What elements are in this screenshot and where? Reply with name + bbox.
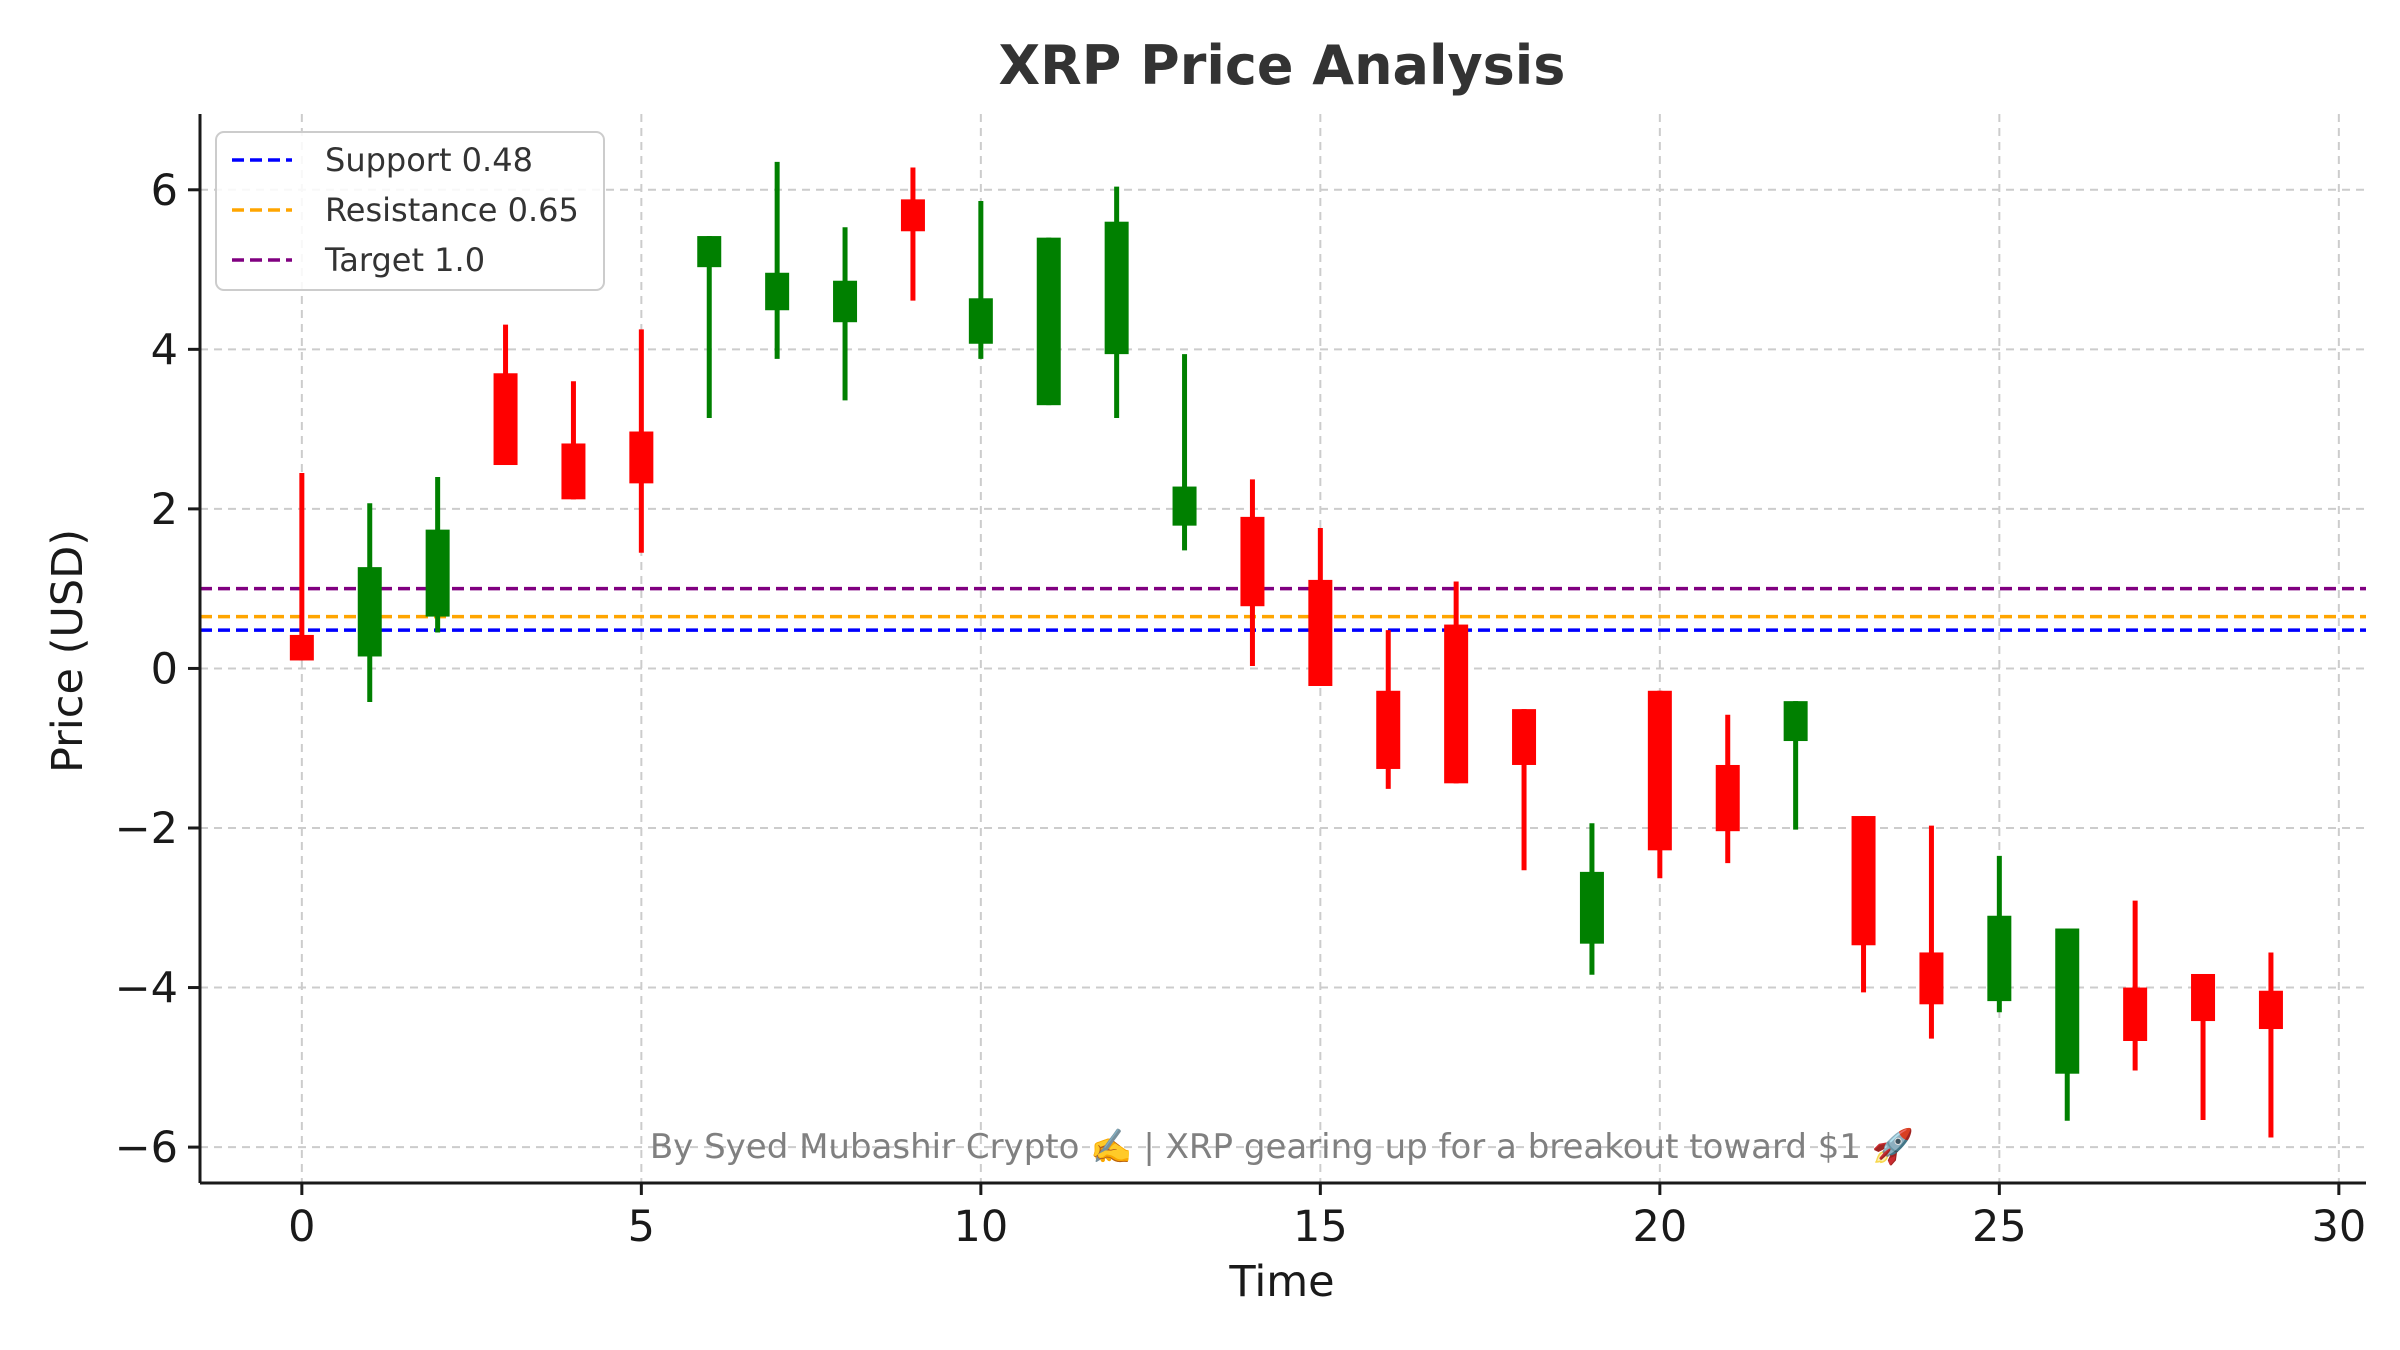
candle-body [629, 431, 654, 484]
x-tick-label: 30 [2311, 1202, 2366, 1252]
candle [289, 472, 314, 661]
candle [1512, 709, 1537, 871]
candle-body [1376, 690, 1401, 769]
candle [1715, 714, 1740, 864]
candle [1987, 855, 2012, 1013]
legend: Support 0.48 Resistance 0.65 Target 1.0 [215, 131, 605, 291]
candle [968, 200, 993, 359]
x-tick-label: 5 [628, 1202, 655, 1252]
candle [1172, 354, 1197, 551]
candle [1376, 630, 1401, 789]
candle-body [1444, 624, 1469, 784]
candle [2258, 952, 2283, 1138]
x-tick-label: 0 [288, 1202, 315, 1252]
candle [2055, 928, 2080, 1121]
y-tick-label: −6 [115, 1123, 178, 1173]
candle [833, 227, 858, 401]
candle [425, 476, 450, 633]
candle-body [2055, 928, 2080, 1074]
candle-body [900, 199, 925, 232]
candles [289, 161, 2283, 1138]
candle-body [1104, 221, 1129, 355]
x-tick-label: 25 [1972, 1202, 2027, 1252]
y-tick-label: 2 [151, 485, 178, 535]
axes [188, 114, 2366, 1195]
candle-body [1579, 871, 1604, 944]
candle-body [289, 634, 314, 661]
candle-body [1783, 701, 1808, 742]
candle [1579, 823, 1604, 975]
candle-body [2258, 990, 2283, 1030]
candle-body [1308, 579, 1333, 686]
candle [1444, 581, 1469, 784]
candle [2191, 973, 2216, 1120]
y-tick-label: −4 [115, 964, 178, 1014]
legend-label: Support 0.48 [325, 141, 533, 179]
x-tick-label: 10 [953, 1202, 1008, 1252]
x-tick-label: 20 [1632, 1202, 1687, 1252]
candle-body [2123, 987, 2148, 1041]
candle [1783, 701, 1808, 830]
candle-body [1240, 516, 1265, 607]
y-tick-label: 4 [151, 325, 178, 375]
candle-body [425, 529, 450, 617]
candle-body [1987, 915, 2012, 1002]
candle-body [561, 443, 586, 500]
tick-labels: 0 5 10 15 20 25 30 −6 −4 −2 0 2 4 6 [115, 166, 2367, 1252]
candle [1240, 479, 1265, 667]
candle-body [1036, 237, 1061, 406]
chart-title: XRP Price Analysis [999, 34, 1566, 97]
y-tick-label: −2 [115, 804, 178, 854]
y-tick-label: 0 [151, 644, 178, 694]
candle-body [697, 236, 722, 268]
x-axis-label: Time [1228, 1257, 1334, 1307]
candle-body [1647, 690, 1672, 851]
candle [1308, 528, 1333, 686]
candle-body [1919, 952, 1944, 1005]
candle [1919, 825, 1944, 1039]
candle [357, 503, 382, 702]
candle [493, 324, 518, 466]
candle [561, 381, 586, 500]
candle-body [765, 272, 790, 311]
y-tick-label: 6 [151, 166, 178, 216]
candle-body [357, 567, 382, 657]
candle [765, 161, 790, 359]
legend-label: Target 1.0 [324, 241, 485, 279]
candle-body [2191, 973, 2216, 1022]
candle [629, 329, 654, 553]
candle [1647, 690, 1672, 879]
candle [900, 167, 925, 301]
legend-label: Resistance 0.65 [325, 191, 579, 229]
candle-body [968, 298, 993, 344]
candle-body [1715, 764, 1740, 832]
candle [1104, 186, 1129, 418]
candle [697, 236, 722, 418]
candle-body [833, 280, 858, 323]
x-tick-label: 15 [1293, 1202, 1348, 1252]
reference-lines [200, 586, 2366, 632]
watermark-text: By Syed Mubashir Crypto ✍️ | XRP gearing… [650, 1127, 1914, 1167]
candle-body [1512, 709, 1537, 765]
candle-body [1172, 486, 1197, 526]
candle [1851, 816, 1876, 993]
legend-box [215, 131, 605, 291]
legend-entries: Support 0.48 Resistance 0.65 Target 1.0 [232, 141, 579, 279]
candle [1036, 237, 1061, 406]
candle [2123, 900, 2148, 1071]
candle-body [1851, 816, 1876, 946]
y-axis-label: Price (USD) [43, 529, 93, 773]
candle-body [493, 373, 518, 466]
